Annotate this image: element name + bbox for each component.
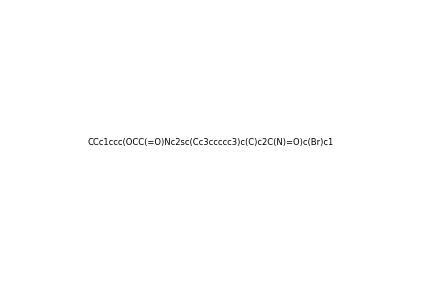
Text: CCc1ccc(OCC(=O)Nc2sc(Cc3ccccc3)c(C)c2C(N)=O)c(Br)c1: CCc1ccc(OCC(=O)Nc2sc(Cc3ccccc3)c(C)c2C(N… — [88, 137, 334, 147]
